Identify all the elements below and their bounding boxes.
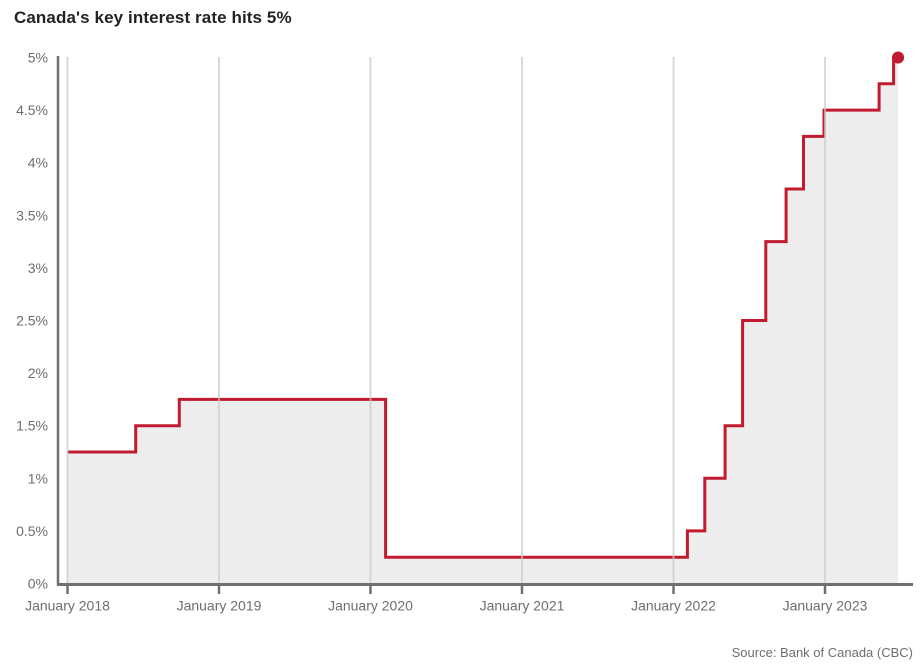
y-tick-label-2: 2% — [28, 365, 48, 381]
rate-area-fill — [67, 57, 899, 584]
source-credit: Source: Bank of Canada (CBC) — [731, 645, 913, 660]
y-tick-label-4: 4% — [28, 155, 48, 171]
rate-step-line — [67, 56, 899, 559]
x-tick-label-2020: January 2020 — [328, 598, 413, 614]
y-tick-label-0: 0% — [28, 576, 48, 592]
chart-title: Canada's key interest rate hits 5% — [14, 8, 292, 27]
y-tick-label-1-5: 1.5% — [16, 418, 48, 434]
y-tick-label-3: 3% — [28, 260, 48, 276]
y-tick-label-0-5: 0.5% — [16, 523, 48, 539]
y-tick-label-3-5: 3.5% — [16, 207, 48, 223]
x-tick-label-2019: January 2019 — [177, 598, 262, 614]
x-tick-label-2021: January 2021 — [480, 598, 565, 614]
x-tick-label-2022: January 2022 — [631, 598, 716, 614]
y-tick-label-5: 5% — [28, 50, 48, 66]
x-tick-label-2023: January 2023 — [783, 598, 868, 614]
current-rate-marker — [892, 51, 905, 64]
y-tick-label-4-5: 4.5% — [16, 102, 48, 118]
y-tick-label-1: 1% — [28, 470, 48, 486]
x-tick-label-2018: January 2018 — [25, 598, 110, 614]
y-tick-label-2-5: 2.5% — [16, 313, 48, 329]
